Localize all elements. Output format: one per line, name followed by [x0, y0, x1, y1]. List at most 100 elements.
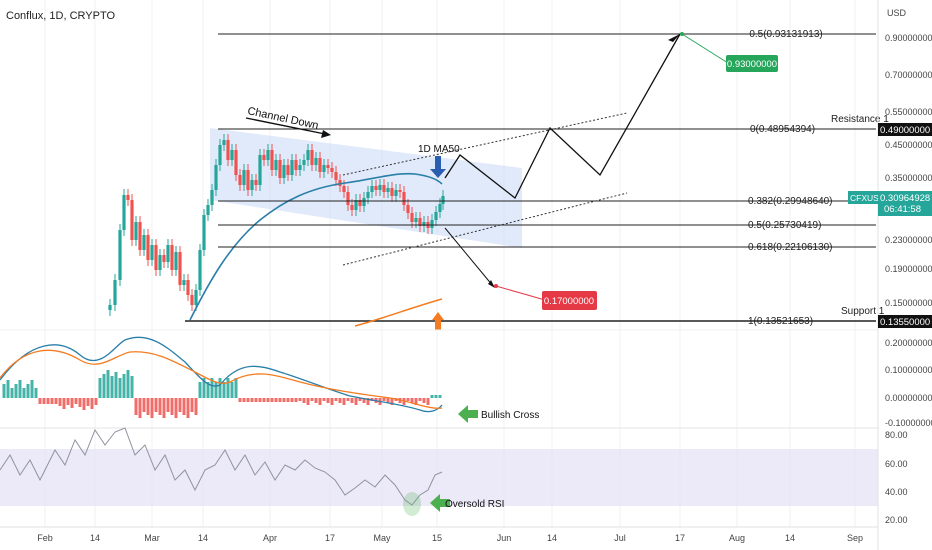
upper-channel-line — [342, 112, 628, 176]
macd-bar — [42, 398, 46, 404]
candle-body — [238, 175, 242, 185]
candle-body — [258, 155, 262, 185]
macd-bar — [302, 398, 306, 403]
macd-bar — [338, 398, 342, 403]
candle-body — [378, 185, 382, 190]
projection-path — [444, 33, 681, 200]
macd-bar — [242, 398, 246, 402]
candle-body — [150, 245, 154, 260]
candle-body — [266, 150, 270, 160]
x-tick-label: 14 — [90, 533, 100, 543]
candle-body — [286, 165, 290, 175]
macd-bar — [106, 370, 110, 398]
macd-bar — [314, 398, 318, 403]
macd-bar — [246, 398, 250, 402]
macd-bar — [258, 398, 262, 402]
candle-body — [178, 252, 182, 285]
macd-bar — [18, 380, 22, 398]
candle-body — [222, 140, 226, 145]
macd-tick-label: -0.10000000 — [885, 418, 932, 428]
y-tick-label: 0.35000000 — [885, 173, 932, 183]
candle-body — [358, 200, 362, 206]
candle-body — [162, 255, 166, 262]
candle-body — [298, 165, 302, 170]
macd-bar — [430, 395, 434, 398]
macd-bar — [330, 398, 334, 405]
macd-bar — [94, 398, 98, 405]
candle-body — [134, 222, 138, 240]
macd-tick-label: 0.10000000 — [885, 365, 932, 375]
macd-bar — [146, 398, 150, 415]
ma50-line — [189, 172, 443, 321]
ma50-label: 1D MA50 — [418, 144, 460, 155]
macd-bar — [182, 398, 186, 415]
candle-body — [342, 186, 346, 192]
macd-bar — [230, 382, 234, 398]
x-tick-label: Feb — [37, 533, 53, 543]
macd-bar — [174, 398, 178, 418]
candle-body — [218, 145, 222, 165]
macd-bar — [222, 382, 226, 398]
resistance-price-box — [878, 123, 932, 136]
price-box — [878, 191, 932, 216]
fib-label-1: 1(0.13521653) — [748, 316, 813, 327]
macd-bar — [438, 395, 442, 398]
oversold-label: Oversold RSI — [445, 499, 504, 510]
support-price-box — [878, 315, 932, 328]
fib-label-n05: -0.5(0.93131913) — [746, 29, 823, 40]
macd-bar — [102, 374, 106, 398]
macd-line — [0, 336, 443, 413]
macd-bar — [186, 398, 190, 418]
macd-bar — [410, 398, 414, 403]
target-green-connector — [681, 33, 729, 64]
candle-body — [382, 185, 386, 192]
macd-bar — [362, 398, 366, 403]
candle-body — [326, 165, 330, 168]
bullish-cross-label: Bullish Cross — [481, 410, 539, 421]
candle-body — [350, 205, 354, 210]
candle-body — [174, 252, 178, 270]
macd-bar — [150, 398, 154, 418]
macd-bar — [266, 398, 270, 402]
lower-channel-line — [342, 192, 628, 266]
candle-body — [390, 188, 394, 196]
macd-bar — [10, 388, 14, 398]
candle-body — [394, 190, 398, 196]
macd-bar — [194, 398, 198, 415]
macd-bar — [62, 398, 66, 409]
macd-bar — [66, 398, 70, 405]
macd-bar — [226, 378, 230, 398]
macd-bar — [390, 398, 394, 405]
macd-histogram — [2, 370, 442, 418]
target-red-box — [542, 291, 597, 310]
candle-body — [186, 280, 190, 295]
x-tick-label: 14 — [198, 533, 208, 543]
macd-bar — [166, 398, 170, 412]
candle-body — [130, 200, 134, 240]
candle-body — [118, 230, 122, 280]
macd-bar — [334, 398, 338, 401]
macd-bar — [286, 398, 290, 402]
y-tick-label: 0.23000000 — [885, 235, 932, 245]
symbol-label: CFXUSD — [850, 193, 885, 203]
macd-bar — [50, 398, 54, 404]
macd-bar — [82, 398, 86, 410]
fib-label-05: 0.5(0.25730419) — [748, 220, 821, 231]
x-tick-label: Jul — [614, 533, 626, 543]
candle-body — [108, 305, 112, 310]
candle-body — [414, 218, 418, 222]
channel-down-arrow — [245, 117, 326, 135]
candle-body — [270, 150, 274, 170]
ma50-arrow-head — [430, 169, 446, 178]
candle-body — [402, 192, 406, 205]
macd-bar — [262, 398, 266, 402]
candle-body — [274, 160, 278, 170]
macd-bar — [74, 398, 78, 404]
candle-body — [314, 158, 318, 165]
macd-bar — [122, 374, 126, 398]
orange-arrow-body — [435, 320, 441, 330]
oversold-arrow-head — [430, 494, 440, 512]
candle-body — [354, 200, 358, 210]
macd-bar — [422, 398, 426, 403]
macd-bar — [426, 398, 430, 405]
